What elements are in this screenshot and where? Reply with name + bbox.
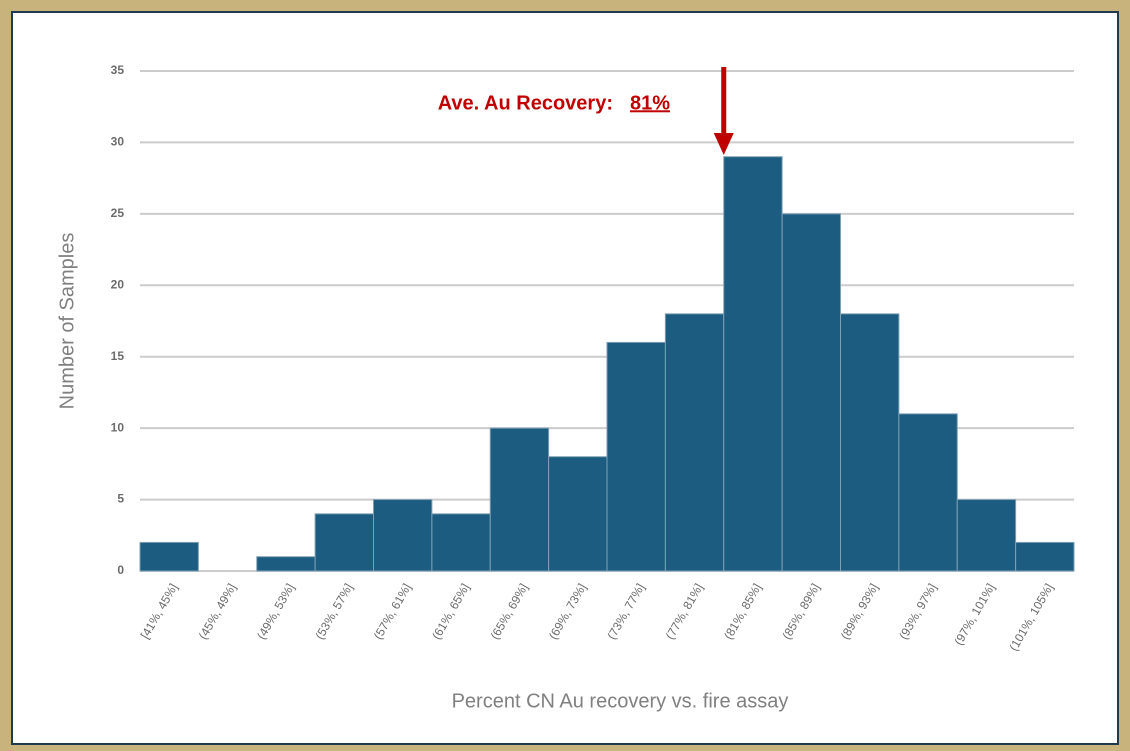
bar <box>139 541 199 572</box>
x-axis-title: Percent CN Au recovery vs. fire assay <box>452 690 789 712</box>
bar <box>314 513 374 572</box>
bar <box>256 556 316 572</box>
bar <box>606 341 666 572</box>
bar <box>781 213 841 572</box>
bar <box>723 156 783 572</box>
bar <box>373 499 433 572</box>
y-tick-label: 35 <box>111 63 125 77</box>
annotation-text: Ave. Au Recovery: <box>438 92 613 114</box>
bar <box>548 456 608 572</box>
bar <box>489 427 550 572</box>
y-tick-label: 5 <box>117 492 124 506</box>
annotation-arrowhead <box>713 133 734 155</box>
y-tick-label: 15 <box>111 349 125 363</box>
bar <box>898 413 958 572</box>
bar <box>431 513 491 572</box>
bar <box>840 313 900 572</box>
chart-panel <box>11 11 1119 745</box>
bar <box>664 313 725 572</box>
annotation-value: 81% <box>630 92 670 114</box>
bar <box>1015 541 1075 572</box>
bar <box>956 499 1017 572</box>
y-axis-title: Number of Samples <box>56 233 78 410</box>
y-tick-label: 0 <box>117 563 124 577</box>
y-tick-label: 10 <box>111 420 125 434</box>
y-tick-label: 25 <box>111 206 125 220</box>
y-tick-label: 20 <box>111 277 125 291</box>
y-tick-label: 30 <box>111 135 125 149</box>
